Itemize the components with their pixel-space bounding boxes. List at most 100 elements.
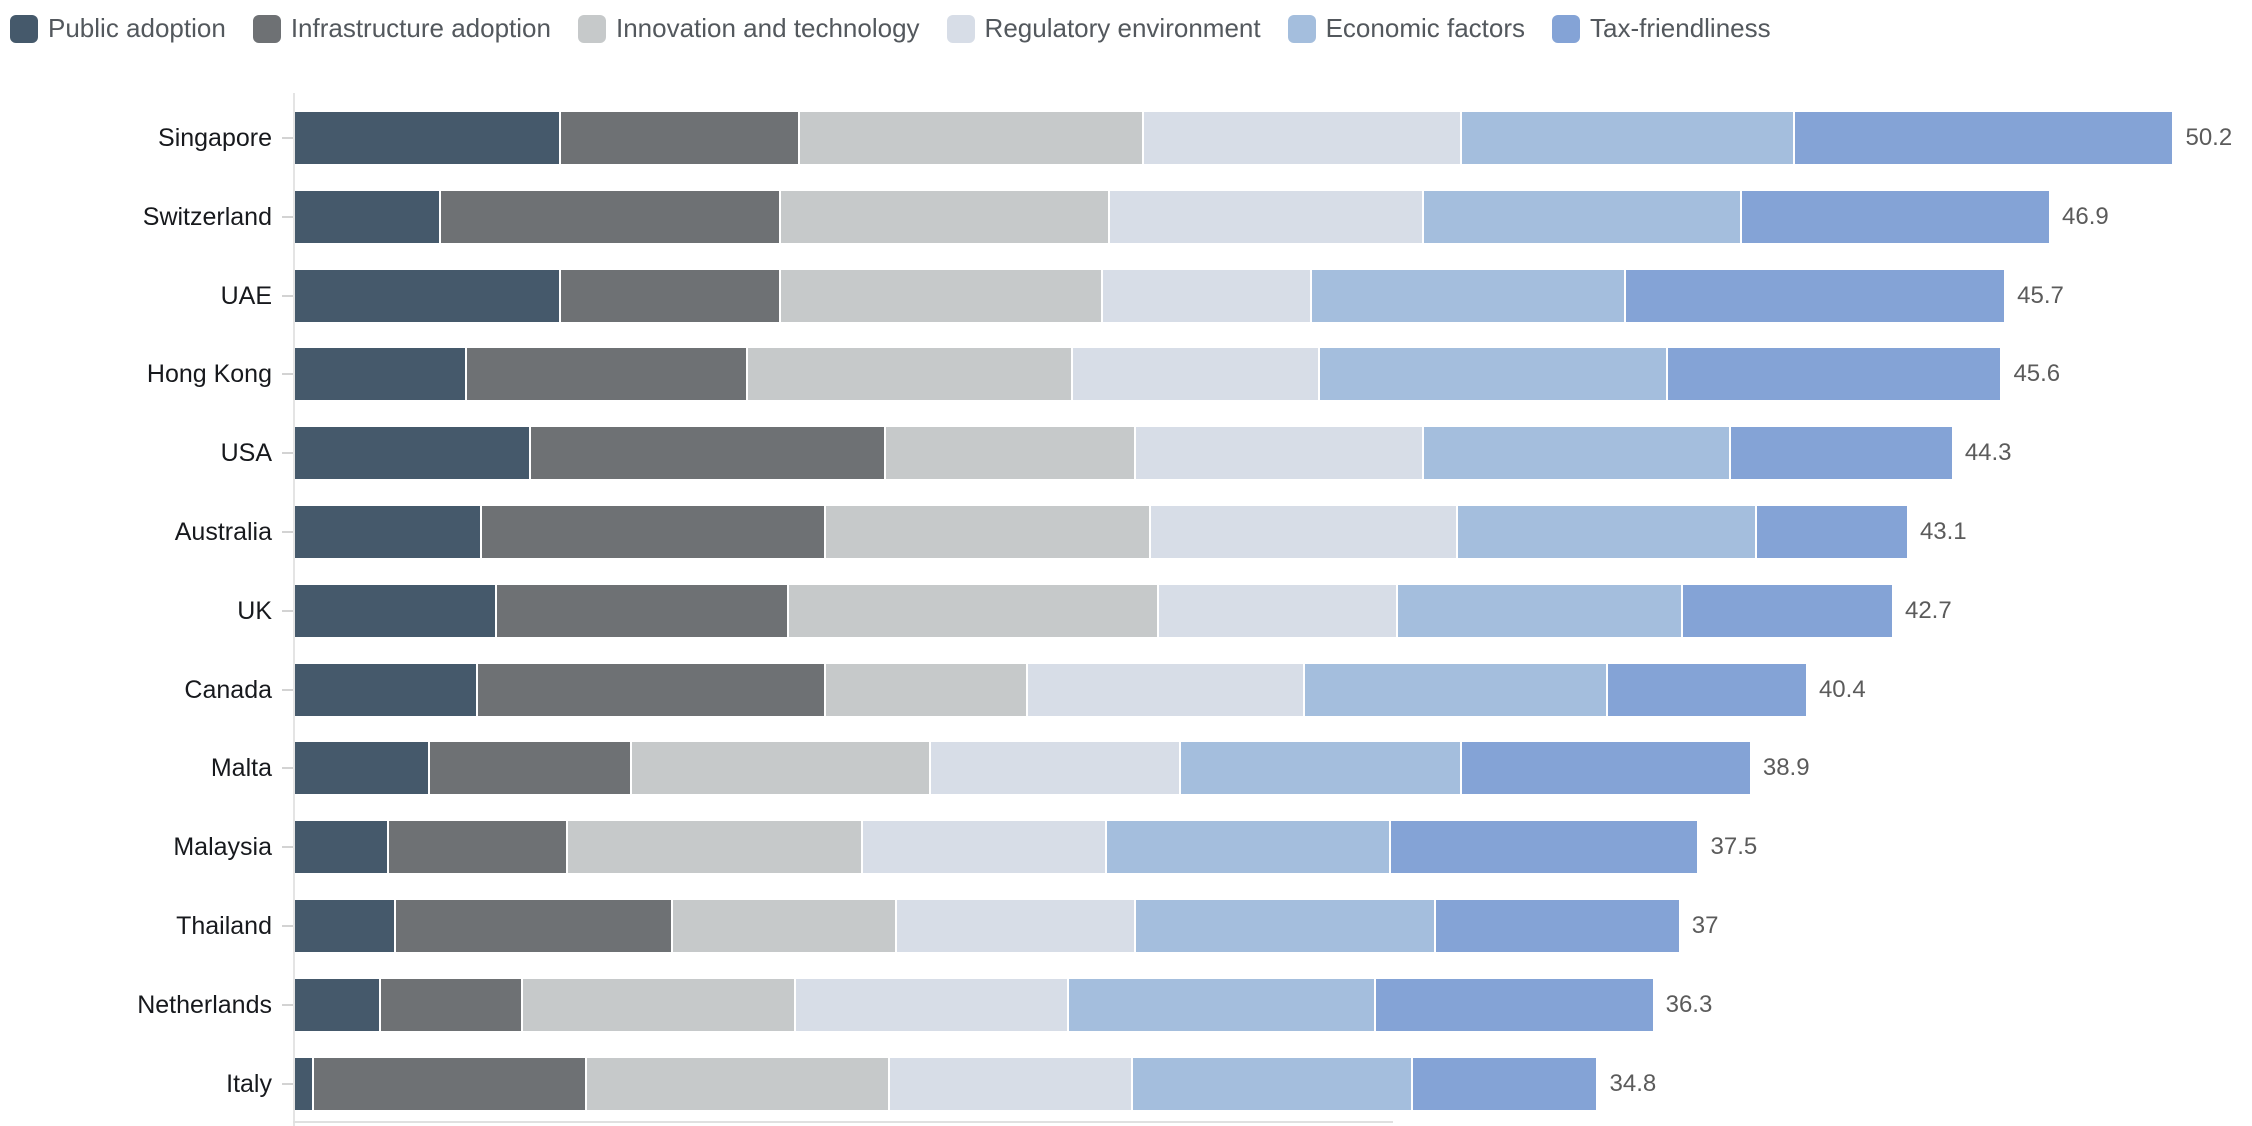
- bar-segment[interactable]: [1110, 190, 1425, 243]
- bar-segment[interactable]: [1461, 742, 1750, 795]
- bar-segment[interactable]: [826, 506, 1152, 558]
- legend-item[interactable]: Infrastructure adoption: [252, 13, 551, 44]
- legend-swatch-icon: [577, 14, 606, 43]
- bar-segment[interactable]: [560, 269, 782, 322]
- bar-segment[interactable]: [295, 663, 479, 716]
- bar-segment[interactable]: [1136, 427, 1425, 480]
- chart-row: Australia 43.1: [0, 493, 2252, 572]
- bar-segment[interactable]: [1390, 821, 1698, 874]
- bar-segment[interactable]: [747, 348, 1073, 401]
- bar-segment[interactable]: [788, 584, 1159, 637]
- bar-segment[interactable]: [1424, 427, 1732, 480]
- bar-segment[interactable]: [1136, 900, 1436, 952]
- bar-segment[interactable]: [1143, 112, 1462, 164]
- stacked-bar: [295, 584, 1892, 637]
- bar-segment[interactable]: [440, 190, 782, 243]
- bar-segment[interactable]: [1151, 506, 1459, 558]
- bar-segment[interactable]: [1731, 427, 1952, 480]
- bar-segment[interactable]: [885, 427, 1137, 480]
- bar-segment[interactable]: [295, 821, 389, 874]
- bar-segment[interactable]: [1028, 663, 1305, 716]
- legend-label: Infrastructure adoption: [290, 13, 551, 43]
- bar-segment[interactable]: [381, 978, 524, 1031]
- bar-segment[interactable]: [1072, 348, 1320, 401]
- bar-segment[interactable]: [1682, 584, 1892, 637]
- bar-segment[interactable]: [1398, 584, 1683, 637]
- bar-segment[interactable]: [1757, 506, 1907, 558]
- bar-segment[interactable]: [799, 112, 1144, 164]
- bar-segment[interactable]: [478, 663, 827, 716]
- legend-label: Public adoption: [48, 13, 226, 43]
- bar-segment[interactable]: [295, 1057, 314, 1110]
- bar-segment[interactable]: [467, 348, 748, 401]
- bar-segment[interactable]: [889, 1057, 1133, 1110]
- bar-segment[interactable]: [1132, 1057, 1414, 1110]
- bar-segment[interactable]: [930, 742, 1182, 795]
- bar-segment[interactable]: [295, 506, 482, 558]
- legend-item[interactable]: Tax-friendliness: [1552, 13, 1771, 44]
- bar-segment[interactable]: [496, 584, 789, 637]
- bar-segment[interactable]: [897, 900, 1137, 952]
- bar-segment[interactable]: [1794, 112, 2173, 164]
- bar-segment[interactable]: [295, 978, 382, 1031]
- bar-segment[interactable]: [1413, 1057, 1597, 1110]
- bar-segment[interactable]: [388, 821, 569, 874]
- bar-segment[interactable]: [1626, 269, 2005, 322]
- bar-segment[interactable]: [530, 427, 886, 480]
- bar-segment[interactable]: [796, 978, 1070, 1031]
- value-label: 34.8: [1609, 1069, 1657, 1097]
- bar-segment[interactable]: [313, 1057, 587, 1110]
- bar-segment[interactable]: [1424, 190, 1743, 243]
- bar-segment[interactable]: [295, 112, 561, 164]
- axis-tick: [282, 1003, 293, 1006]
- bar-segment[interactable]: [1435, 900, 1679, 952]
- bar-segment[interactable]: [295, 269, 561, 322]
- stacked-bar: [295, 190, 2050, 243]
- bar-segment[interactable]: [1667, 348, 2001, 401]
- bar-segment[interactable]: [429, 742, 632, 795]
- bar-segment[interactable]: [1461, 112, 1795, 164]
- bar-segment[interactable]: [781, 190, 1111, 243]
- chart-row: Canada 40.4: [0, 651, 2252, 730]
- bar-segment[interactable]: [826, 663, 1029, 716]
- bar-segment[interactable]: [1375, 978, 1653, 1031]
- bar-segment[interactable]: [295, 427, 531, 480]
- stacked-bar: [295, 978, 1653, 1031]
- bar-segment[interactable]: [395, 900, 673, 952]
- legend-item[interactable]: Economic factors: [1287, 13, 1525, 44]
- bar-segment[interactable]: [863, 821, 1107, 874]
- legend-item[interactable]: Innovation and technology: [577, 13, 920, 44]
- bar-segment[interactable]: [295, 584, 497, 637]
- bar-segment[interactable]: [523, 978, 797, 1031]
- bar-segment[interactable]: [295, 348, 468, 401]
- legend-item[interactable]: Regulatory environment: [946, 13, 1261, 44]
- bar-segment[interactable]: [295, 900, 396, 952]
- bar-segment[interactable]: [1106, 821, 1391, 874]
- value-label: 42.7: [1904, 596, 1952, 624]
- bar-segment[interactable]: [560, 112, 800, 164]
- bar-segment[interactable]: [482, 506, 827, 558]
- bar-segment[interactable]: [295, 190, 441, 243]
- bar-segment[interactable]: [1304, 663, 1608, 716]
- axis-tick: [282, 688, 293, 691]
- bar-segment[interactable]: [631, 742, 931, 795]
- value-label: 40.4: [1818, 675, 1866, 703]
- bar-segment[interactable]: [1742, 190, 2050, 243]
- legend-swatch-icon: [10, 14, 38, 43]
- bar-segment[interactable]: [295, 742, 430, 795]
- bar-segment[interactable]: [1102, 269, 1313, 322]
- axis-tick: [282, 294, 293, 297]
- bar-segment[interactable]: [1607, 663, 1806, 716]
- chart-row: Switzerland 46.9: [0, 178, 2252, 257]
- legend-item[interactable]: Public adoption: [10, 13, 226, 44]
- bar-segment[interactable]: [1312, 269, 1627, 322]
- bar-segment[interactable]: [1319, 348, 1668, 401]
- bar-segment[interactable]: [568, 821, 864, 874]
- bar-segment[interactable]: [781, 269, 1103, 322]
- bar-segment[interactable]: [1458, 506, 1758, 558]
- bar-segment[interactable]: [1181, 742, 1462, 795]
- bar-segment[interactable]: [586, 1057, 890, 1110]
- bar-segment[interactable]: [1069, 978, 1376, 1031]
- bar-segment[interactable]: [1158, 584, 1399, 637]
- bar-segment[interactable]: [672, 900, 898, 952]
